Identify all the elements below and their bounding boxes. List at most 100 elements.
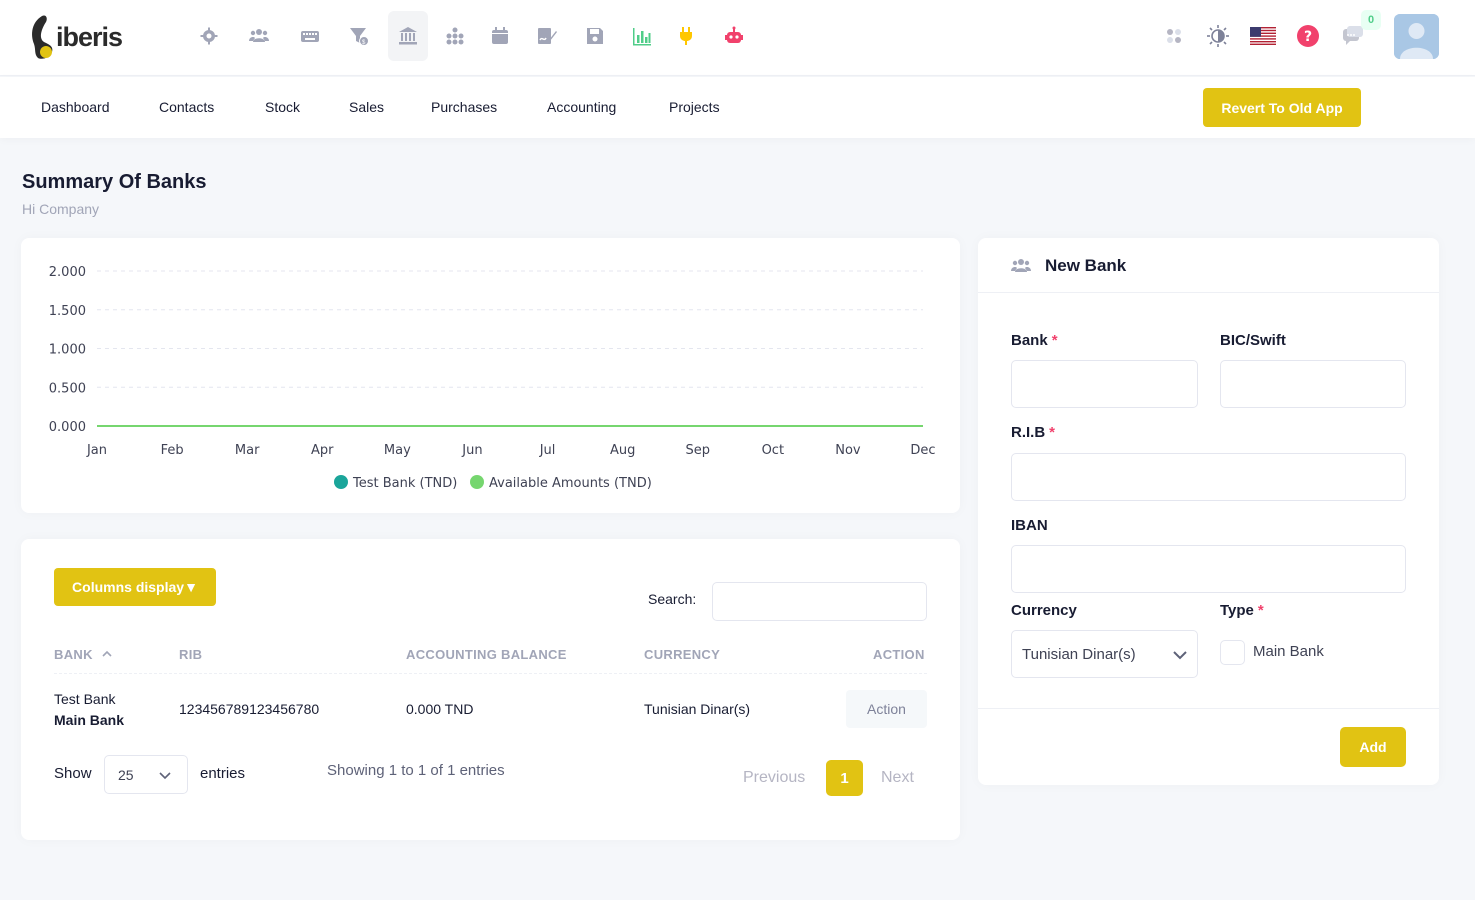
cell-balance: 0.000 TND — [406, 701, 474, 717]
iban-input[interactable] — [1011, 545, 1406, 593]
currency-select[interactable]: Tunisian Dinar(s) — [1011, 630, 1198, 678]
banks-line-chart: 0.000 0.500 1.000 1.500 2.000 Jan Feb Mar Apr May… — [49, 265, 936, 491]
currency-field-label: Currency — [1011, 602, 1077, 619]
contacts-users-icon[interactable] — [239, 11, 279, 61]
new-bank-form-card: New Bank Bank * BIC/Swift R.I.B * IBAN Cur… — [978, 238, 1439, 785]
bic-swift-input[interactable] — [1220, 360, 1406, 408]
user-avatar[interactable] — [1394, 14, 1439, 59]
column-header-bank-label: BANK — [54, 647, 93, 662]
bank-field-label: Bank * — [1011, 332, 1058, 349]
x-tick-label: May — [384, 443, 411, 458]
main-menu-bar: Dashboard Contacts Stock Sales Purchases… — [0, 77, 1475, 138]
logo-mark-icon — [32, 15, 53, 59]
column-header-rib[interactable]: RIB — [179, 647, 203, 662]
logo-text: iberis — [56, 21, 123, 52]
x-tick-label: Sep — [685, 443, 710, 458]
type-label-text: Type — [1220, 602, 1254, 619]
x-tick-label: Aug — [610, 443, 635, 458]
x-tick-label: Nov — [835, 443, 861, 458]
pagination-page-1[interactable]: 1 — [826, 760, 863, 796]
iberis-logo[interactable]: iberis — [28, 14, 123, 60]
menu-contacts[interactable]: Contacts — [159, 99, 215, 115]
header-divider — [54, 673, 927, 674]
y-tick-label: 0.500 — [49, 381, 86, 396]
sun-icon[interactable] — [1204, 22, 1232, 50]
entries-value: 25 — [118, 766, 134, 783]
bank-input[interactable] — [1011, 360, 1198, 408]
legend-marker-0 — [334, 475, 348, 489]
required-mark: * — [1049, 424, 1056, 441]
type-field-label: Type * — [1220, 602, 1264, 619]
menu-purchases[interactable]: Purchases — [431, 99, 498, 115]
svg-text:?: ? — [1304, 29, 1312, 45]
hierarchy-icon[interactable] — [435, 11, 475, 61]
x-tick-label: Oct — [762, 443, 784, 458]
y-tick-label: 2.000 — [49, 265, 86, 280]
chat-icon[interactable] — [1339, 22, 1367, 50]
revert-to-old-app-button[interactable]: Revert To Old App — [1203, 88, 1361, 127]
search-input[interactable] — [712, 582, 927, 621]
menu-accounting[interactable]: Accounting — [547, 99, 617, 115]
rib-field-label: R.I.B * — [1011, 424, 1055, 441]
x-tick-label: Mar — [235, 443, 260, 458]
calendar-icon[interactable] — [480, 11, 520, 61]
y-tick-label: 1.500 — [49, 304, 86, 319]
pagination-previous[interactable]: Previous — [743, 769, 806, 786]
us-flag-icon[interactable] — [1249, 22, 1277, 50]
required-mark: * — [1051, 332, 1058, 349]
keyboard-icon[interactable] — [290, 11, 330, 61]
bar-chart-icon[interactable] — [622, 11, 662, 61]
top-bar: iberis $ ? — [0, 0, 1475, 76]
filter-money-icon[interactable]: $ — [339, 11, 379, 61]
page-subtitle: Hi Company — [22, 201, 100, 217]
signature-icon[interactable] — [527, 11, 567, 61]
sort-asc-icon — [102, 650, 112, 657]
grid-dots-icon[interactable] — [1160, 22, 1188, 50]
y-tick-label: 0.000 — [49, 420, 86, 435]
robot-icon[interactable] — [714, 11, 754, 61]
settings-gear-icon[interactable] — [189, 11, 229, 61]
required-mark: * — [1257, 602, 1264, 619]
menu-stock[interactable]: Stock — [265, 99, 301, 115]
svg-text:$: $ — [362, 40, 366, 46]
bank-icon[interactable] — [388, 11, 428, 61]
save-floppy-icon[interactable] — [575, 11, 615, 61]
entries-label: entries — [200, 765, 246, 782]
row-action-button[interactable]: Action — [846, 690, 927, 728]
banks-table-card: Columns display▼ Search: BANK RIB ACCOUN… — [21, 539, 960, 840]
menu-sales[interactable]: Sales — [349, 99, 385, 115]
entries-per-page-select[interactable]: 25 — [104, 755, 188, 794]
form-header: New Bank — [978, 238, 1439, 293]
x-tick-label: Jan — [86, 443, 107, 458]
legend-label-0: Test Bank (TND) — [352, 476, 457, 491]
help-question-icon[interactable]: ? — [1294, 22, 1322, 50]
showing-entries-info: Showing 1 to 1 of 1 entries — [327, 762, 505, 779]
form-footer-divider — [978, 708, 1439, 709]
currency-select-value: Tunisian Dinar(s) — [1022, 645, 1136, 663]
menu-projects[interactable]: Projects — [669, 99, 720, 115]
rib-label-text: R.I.B — [1011, 424, 1046, 441]
bic-field-label: BIC/Swift — [1220, 332, 1286, 349]
add-bank-button[interactable]: Add — [1340, 727, 1406, 767]
search-label: Search: — [648, 591, 697, 607]
x-tick-label: Jul — [539, 443, 556, 458]
menu-dashboard[interactable]: Dashboard — [41, 99, 110, 115]
column-header-bank[interactable]: BANK — [54, 647, 113, 662]
main-bank-checkbox[interactable] — [1220, 640, 1245, 665]
y-tick-label: 1.000 — [49, 343, 86, 358]
legend-marker-1 — [470, 475, 484, 489]
column-header-accounting-balance[interactable]: ACCOUNTING BALANCE — [406, 647, 567, 662]
iban-field-label: IBAN — [1011, 517, 1048, 534]
rib-input[interactable] — [1011, 453, 1406, 501]
banks-chart-card: 0.000 0.500 1.000 1.500 2.000 Jan Feb Mar Apr May… — [21, 238, 960, 513]
main-bank-checkbox-label[interactable]: Main Bank — [1253, 643, 1324, 660]
x-tick-label: Feb — [161, 443, 184, 458]
cell-rib: 123456789123456780 — [179, 701, 320, 717]
column-header-currency[interactable]: CURRENCY — [644, 647, 721, 662]
plug-icon[interactable] — [666, 11, 706, 61]
cell-currency: Tunisian Dinar(s) — [644, 701, 751, 717]
bank-label-text: Bank — [1011, 332, 1048, 349]
pagination-next[interactable]: Next — [881, 769, 914, 786]
columns-display-button[interactable]: Columns display▼ — [54, 568, 216, 606]
legend-label-1: Available Amounts (TND) — [489, 476, 652, 491]
